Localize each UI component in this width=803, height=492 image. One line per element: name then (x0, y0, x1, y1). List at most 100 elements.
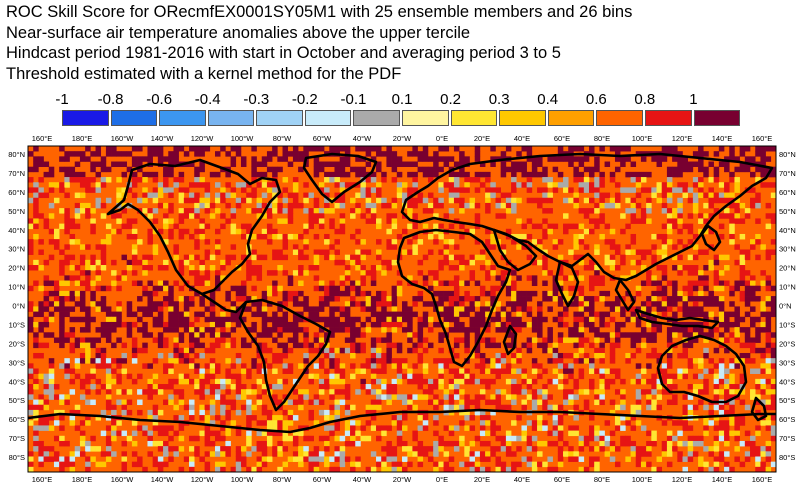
coastline-indonesia (634, 308, 720, 330)
lon-label-bottom-6: 80°W (273, 475, 292, 484)
lat-label-left-2: 60°N (8, 188, 25, 197)
lon-label-bottom-15: 100°E (632, 475, 653, 484)
coastline-greenland (302, 152, 378, 204)
lon-label-top-18: 160°E (752, 134, 773, 143)
lat-label-right-9: 10°S (779, 320, 795, 329)
lon-label-bottom-14: 80°E (594, 475, 610, 484)
lon-label-top-14: 80°E (594, 134, 610, 143)
lat-label-right-14: 60°S (779, 415, 795, 424)
legend-label-8: 0.2 (440, 91, 461, 108)
lon-label-top-1: 180°E (72, 134, 93, 143)
lon-label-top-12: 40°E (514, 134, 530, 143)
lon-label-top-2: 160°W (111, 134, 135, 143)
lon-label-top-8: 40°W (353, 134, 372, 143)
lon-label-top-6: 80°W (273, 134, 292, 143)
legend-swatch-12 (644, 110, 692, 126)
lat-label-right-0: 80°N (779, 150, 796, 159)
lat-label-left-5: 30°N (8, 245, 25, 254)
legend-labels: -1 -0.8 -0.6 -0.4 -0.3 -0.2 -0.1 0.1 0.2 0.3 0.4 0.… (0, 91, 803, 109)
longitude-labels-top: 160°E 180°E 160°W 140°W 120°W 100°W 80°W 60°W 40… (32, 134, 773, 143)
lat-label-right-15: 70°S (779, 434, 795, 443)
coastline-arabia (492, 228, 538, 272)
legend-swatch-9 (499, 110, 546, 126)
lat-label-left-1: 70°N (8, 169, 25, 178)
legend-label-10: 0.4 (537, 91, 559, 108)
legend-swatch-5 (304, 110, 352, 126)
lon-label-bottom-16: 120°E (672, 475, 693, 484)
legend-label-11: 0.6 (585, 91, 607, 108)
legend-swatch-4 (256, 110, 303, 126)
lon-label-bottom-18: 160°E (752, 475, 773, 484)
color-legend (62, 110, 742, 126)
coastline-antarctica (27, 408, 776, 434)
coastline-africa (396, 228, 512, 368)
lat-label-right-2: 60°N (779, 188, 796, 197)
legend-swatch-2 (159, 110, 206, 126)
coastline-india (554, 260, 580, 308)
lat-label-right-7: 10°N (779, 283, 796, 292)
lat-label-right-13: 50°S (779, 396, 795, 405)
lon-label-top-5: 100°W (231, 134, 255, 143)
legend-label-3: -0.4 (194, 91, 221, 108)
lon-label-bottom-3: 140°W (151, 475, 175, 484)
lon-label-top-15: 100°E (632, 134, 653, 143)
legend-label-9: 0.3 (488, 91, 510, 108)
legend-label-1: -0.8 (97, 91, 124, 108)
lon-label-bottom-12: 40°E (514, 475, 530, 484)
legend-swatch-7 (402, 110, 449, 126)
legend-label-6: -0.1 (340, 91, 367, 108)
coastline-japan (700, 224, 722, 252)
legend-swatch-10 (547, 110, 595, 126)
lat-label-right-8: 0°N (779, 302, 792, 311)
lon-label-top-11: 20°E (474, 134, 490, 143)
lat-label-left-10: 20°S (9, 339, 25, 348)
lat-label-left-9: 10°S (9, 320, 25, 329)
lat-label-left-8: 0°N (12, 302, 25, 311)
lon-label-top-3: 140°W (151, 134, 175, 143)
lat-label-right-16: 80°S (779, 453, 795, 462)
lon-label-top-7: 60°W (313, 134, 332, 143)
legend-swatch-0 (62, 110, 109, 126)
lon-label-bottom-11: 20°E (474, 475, 490, 484)
title-line-3: Hindcast period 1981-2016 with start in … (6, 44, 561, 62)
lat-label-right-10: 20°S (779, 339, 795, 348)
coastline-south-america (238, 298, 332, 412)
lat-label-left-15: 70°S (9, 434, 25, 443)
coastline-australia (656, 334, 748, 404)
lat-label-left-13: 50°S (9, 396, 25, 405)
lat-label-right-6: 20°N (779, 264, 796, 273)
coastline-new-zealand (750, 396, 768, 422)
lon-label-top-13: 60°E (554, 134, 570, 143)
lat-label-right-3: 50°N (779, 207, 796, 216)
lon-label-bottom-17: 140°E (712, 475, 733, 484)
lon-label-bottom-8: 40°W (353, 475, 372, 484)
map-frame (27, 145, 777, 473)
lon-label-top-0: 160°E (32, 134, 53, 143)
lon-label-bottom-2: 160°W (111, 475, 135, 484)
map-panel: 160°E 180°E 160°W 140°W 120°W 100°W 80°W 60°W 40… (0, 130, 803, 487)
coastline-madagascar (502, 324, 518, 356)
title-line-1: ROC Skill Score for ORecmfEX0001SY05M1 w… (6, 3, 633, 21)
title-line-4: Threshold estimated with a kernel method… (6, 64, 402, 83)
coastline-southeast-asia (614, 278, 636, 312)
lon-label-bottom-9: 20°W (393, 475, 412, 484)
lat-label-right-11: 30°S (779, 358, 795, 367)
legend-label-13: 1 (689, 91, 698, 108)
legend-label-2: -0.6 (146, 91, 173, 108)
lat-label-left-6: 20°N (8, 264, 25, 273)
legend-label-7: 0.1 (391, 91, 413, 108)
lat-label-right-1: 70°N (779, 169, 796, 178)
lon-label-bottom-4: 120°W (191, 475, 215, 484)
lat-label-left-7: 10°N (8, 283, 25, 292)
longitude-labels-bottom: 160°E 180°E 160°W 140°W 120°W 100°W 80°W 60°W 40… (32, 475, 773, 484)
lon-label-top-4: 120°W (191, 134, 215, 143)
legend-swatch-8 (450, 110, 498, 126)
legend-swatch-11 (596, 110, 643, 126)
lat-label-left-12: 40°S (9, 377, 25, 386)
lon-label-bottom-7: 60°W (313, 475, 332, 484)
skill-map: 160°E 180°E 160°W 140°W 120°W 100°W 80°W 60°W 40… (8, 134, 796, 484)
title-block: ROC Skill Score for ORecmfEX0001SY05M1 w… (6, 2, 632, 84)
latitude-labels-left: 80°N 70°N 60°N 50°N 40°N 30°N 20°N 10°N 0°N 10°S 2… (8, 150, 25, 462)
legend-swatch-6 (353, 110, 401, 126)
coastline-north-america (106, 158, 282, 296)
